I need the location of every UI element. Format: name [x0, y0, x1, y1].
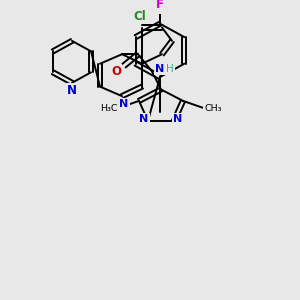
Text: H: H [166, 64, 174, 74]
Text: Cl: Cl [134, 10, 146, 22]
Text: N: N [119, 99, 129, 109]
Text: N: N [173, 114, 183, 124]
Text: N: N [140, 114, 148, 124]
Text: F: F [156, 0, 164, 11]
Text: H₃C: H₃C [100, 104, 118, 113]
Text: O: O [111, 65, 121, 78]
Text: N: N [155, 64, 165, 74]
Text: N: N [67, 84, 77, 97]
Text: CH₃: CH₃ [204, 104, 222, 113]
